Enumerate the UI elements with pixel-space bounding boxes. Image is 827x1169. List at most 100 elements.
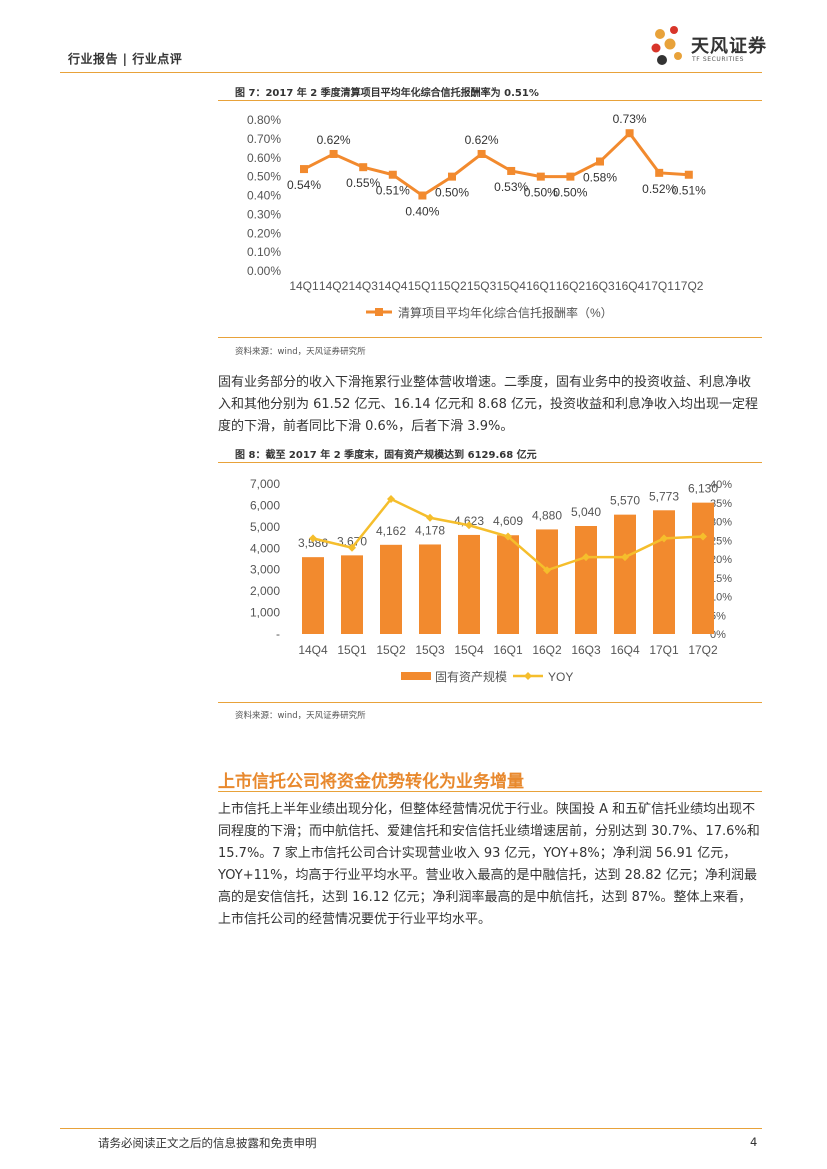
footer-divider — [60, 1128, 762, 1129]
section-rule — [218, 791, 762, 792]
y-left-tick-label: 1,000 — [250, 606, 280, 620]
y-tick-label: 0.10% — [247, 245, 281, 259]
y-right-tick-label: 25% — [710, 535, 732, 547]
x-tick-label: 15Q3 — [415, 643, 445, 657]
figure7-legend: 清算项目平均年化综合信托报酬率（%） — [366, 305, 613, 320]
data-point — [536, 172, 545, 181]
y-tick-label: 0.50% — [247, 170, 281, 184]
data-point — [388, 170, 397, 179]
x-tick-label: 17Q1 — [649, 643, 679, 657]
yoy-point — [699, 532, 707, 541]
x-tick-label: 15Q1 — [337, 643, 367, 657]
figure8-title: 图 8：截至 2017 年 2 季度末，固有资产规模达到 6129.68 亿元 — [235, 450, 537, 461]
x-tick-label: 15Q2 — [376, 643, 406, 657]
y-right-tick-label: 15% — [710, 573, 732, 585]
x-tick-label: 16Q1 — [526, 279, 556, 293]
y-right-tick-label: 40% — [710, 479, 732, 491]
x-tick-label: 16Q3 — [585, 279, 615, 293]
x-tick-label: 16Q2 — [556, 279, 586, 293]
yoy-point — [465, 521, 473, 530]
y-right-tick-label: 5% — [710, 610, 726, 622]
x-tick-label: 14Q4 — [378, 279, 408, 293]
x-tick-label: 15Q4 — [497, 279, 527, 293]
y-tick-label: 0.20% — [247, 226, 281, 240]
body-paragraph-1: 固有业务部分的收入下滑拖累行业整体营收增速。二季度，固有业务中的投资收益、利息净… — [218, 375, 759, 434]
asset-bar — [458, 534, 480, 634]
data-label: 0.50% — [553, 186, 587, 200]
bar-data-label: 5,773 — [649, 489, 679, 503]
asset-bar — [692, 502, 714, 634]
figure7-title: 图 7：2017 年 2 季度清算项目平均年化综合信托报酬率为 0.51% — [235, 88, 539, 99]
asset-bar — [497, 535, 519, 634]
bar-data-label: 5,040 — [571, 505, 601, 519]
yoy-point — [426, 513, 434, 522]
asset-bar — [419, 544, 441, 634]
y-right-tick-label: 35% — [710, 498, 732, 510]
y-right-tick-label: 10% — [710, 592, 732, 604]
body-paragraph-2: 上市信托上半年业绩出现分化，但整体经营情况优于行业。陕国投 A 和五矿信托业绩均… — [218, 802, 760, 927]
bar-data-label: 4,162 — [376, 524, 406, 538]
y-right-tick-label: 20% — [710, 554, 732, 566]
legend-label-yoy: YOY — [548, 670, 573, 684]
rate-series-line — [303, 130, 689, 198]
x-tick-label: 14Q2 — [319, 279, 349, 293]
y-tick-label: 0.80% — [247, 113, 281, 127]
x-tick-label: 15Q4 — [454, 643, 484, 657]
y-left-tick-label: - — [276, 627, 280, 641]
asset-bar — [302, 557, 324, 634]
y-left-tick-label: 6,000 — [250, 498, 280, 512]
data-point — [596, 157, 604, 166]
yoy-point — [543, 566, 551, 575]
data-point — [477, 149, 486, 158]
figure8-combo-chart: - 1,000 2,000 3,000 4,000 5,000 6,000 7,000 0% 5… — [250, 477, 732, 684]
figure7-line-chart: 0.00% 0.10% 0.20% 0.30% 0.40% 0.50% 0.60% 0.70%… — [247, 112, 706, 320]
x-tick-label: 14Q4 — [298, 643, 328, 657]
data-label: 0.53% — [494, 180, 528, 194]
x-tick-label: 15Q2 — [437, 279, 467, 293]
y-tick-label: 0.30% — [247, 207, 281, 221]
figure8-bottom-rule — [218, 702, 762, 703]
brand-name: 天风证券 — [691, 36, 767, 57]
asset-bar — [653, 510, 675, 634]
y-left-tick-label: 7,000 — [250, 477, 280, 491]
header-divider — [60, 72, 762, 73]
data-point — [655, 168, 664, 177]
data-label: 0.55% — [346, 176, 380, 190]
y-tick-label: 0.40% — [247, 189, 281, 203]
figure8-legend: 固有资产规模 YOY — [401, 669, 573, 684]
data-label: 0.40% — [405, 205, 439, 219]
yoy-point — [387, 495, 395, 503]
y-tick-label: 0.00% — [247, 264, 281, 278]
data-label: 0.73% — [613, 112, 647, 126]
asset-bar — [341, 555, 363, 634]
report-category: 行业报告 | 行业点评 — [68, 52, 183, 66]
data-label: 0.50% — [435, 186, 469, 200]
asset-bar — [536, 529, 558, 634]
data-label: 0.58% — [583, 171, 617, 185]
y-left-tick-label: 2,000 — [250, 584, 280, 598]
figure7-top-rule — [218, 100, 762, 101]
data-point — [625, 129, 634, 138]
x-tick-label: 16Q4 — [615, 279, 645, 293]
bar-data-label: 6,130 — [688, 482, 718, 496]
x-tick-label: 17Q1 — [645, 279, 675, 293]
yoy-point — [660, 534, 668, 543]
data-label: 0.52% — [642, 182, 676, 196]
y-tick-label: 0.60% — [247, 151, 281, 165]
data-point — [418, 191, 427, 200]
data-point — [300, 165, 308, 174]
data-label: 0.50% — [524, 186, 558, 200]
legend-label-assets: 固有资产规模 — [435, 669, 507, 684]
yoy-point — [504, 532, 512, 541]
y-right-tick-label: 30% — [710, 517, 732, 529]
asset-bar — [575, 526, 597, 634]
asset-bar — [380, 544, 402, 634]
yoy-point — [309, 534, 317, 543]
figure7-source: 资料来源：wind，天风证券研究所 — [235, 347, 366, 357]
legend-diamond-marker — [524, 672, 532, 680]
x-tick-label: 17Q2 — [688, 643, 718, 657]
y-left-tick-label: 5,000 — [250, 520, 280, 534]
yoy-point — [348, 543, 356, 552]
data-label: 0.62% — [317, 133, 351, 147]
data-point — [684, 170, 693, 179]
